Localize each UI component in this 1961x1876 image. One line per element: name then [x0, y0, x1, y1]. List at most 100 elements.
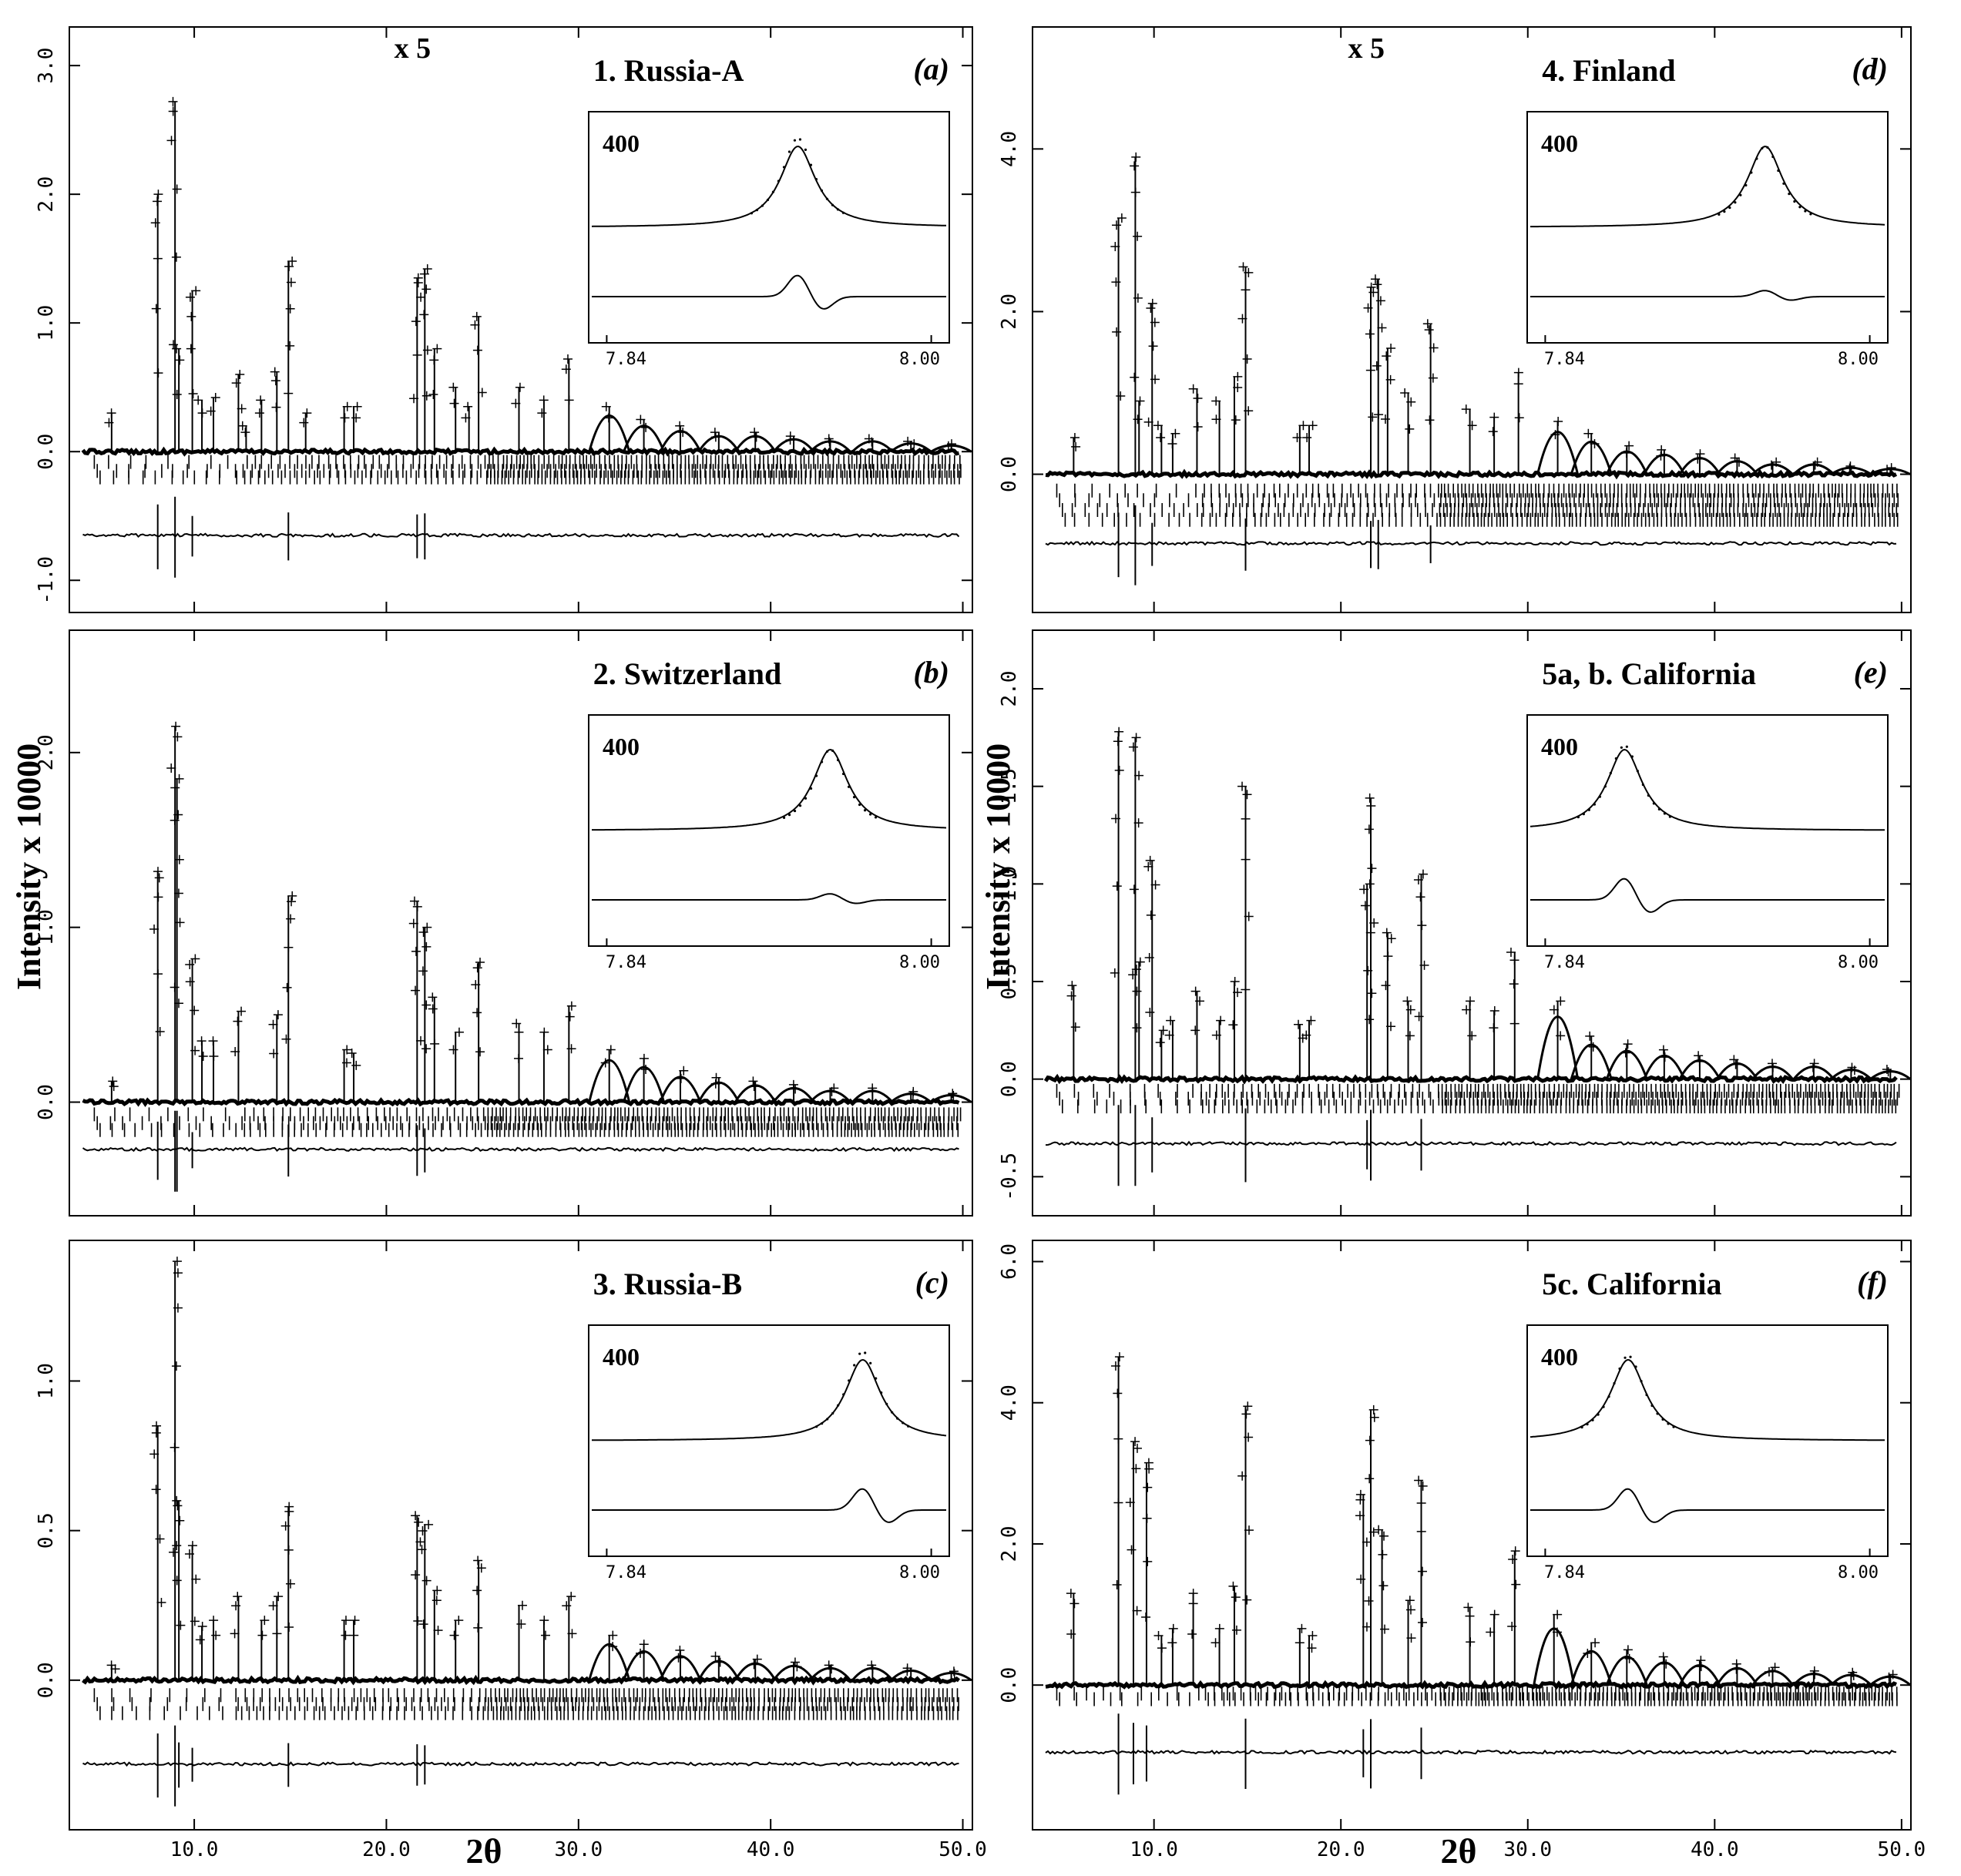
observed-point: [151, 1485, 161, 1495]
observed-point: [641, 1065, 651, 1074]
observed-point: [673, 1653, 683, 1663]
observed-point: [1237, 781, 1247, 791]
observed-point: [1230, 977, 1240, 986]
inset-observed-point: [1777, 169, 1780, 173]
observed-point: [419, 269, 429, 279]
observed-point: [186, 311, 196, 321]
observed-point: [1356, 1574, 1366, 1584]
observed-point: [414, 1517, 424, 1527]
panel-title: 3. Russia-B: [593, 1267, 742, 1301]
observed-point: [537, 408, 547, 418]
observed-point: [1133, 414, 1143, 425]
observed-point: [1696, 1662, 1706, 1672]
observed-point: [448, 382, 458, 392]
observed-point: [1188, 1589, 1198, 1599]
observed-point: [1378, 1549, 1388, 1559]
observed-point: [1150, 317, 1160, 327]
observed-point: [432, 1586, 442, 1596]
observed-point: [430, 1039, 440, 1049]
inset-observed-point: [782, 166, 786, 169]
observed-point: [269, 1049, 279, 1059]
inset-observed-point: [1656, 1412, 1659, 1415]
observed-point: [1146, 304, 1156, 314]
observed-point: [342, 401, 352, 411]
observed-point: [1406, 397, 1416, 407]
observed-point: [827, 1086, 837, 1096]
observed-point: [285, 304, 295, 314]
observed-point: [1366, 801, 1376, 810]
observed-point: [1382, 928, 1392, 938]
inset-observed-point: [1586, 1423, 1589, 1426]
observed-point: [1067, 981, 1077, 991]
observed-point: [1188, 1599, 1198, 1609]
observed-point: [342, 1045, 352, 1055]
y-tick-label: 1.5: [998, 768, 1021, 804]
observed-point: [411, 1511, 421, 1521]
observed-point: [408, 918, 418, 928]
observed-point: [472, 1008, 482, 1018]
observed-point: [153, 368, 163, 378]
observed-point: [792, 1662, 802, 1672]
inset-observed-point: [852, 796, 856, 799]
observed-point: [1231, 1592, 1241, 1602]
observed-point: [477, 388, 487, 398]
observed-point: [413, 277, 423, 287]
y-tick-label: 0.0: [35, 434, 58, 470]
inset-observed-point: [1634, 1365, 1637, 1368]
observed-point: [606, 1045, 616, 1055]
inset-observed-point: [858, 803, 861, 807]
observed-point: [411, 317, 421, 327]
observed-point: [175, 1515, 185, 1525]
observed-point: [639, 1639, 649, 1649]
observed-point: [173, 888, 183, 898]
observed-point: [1364, 824, 1374, 834]
reflection-ticks: [1064, 512, 1899, 527]
inset-observed-point: [1718, 213, 1721, 216]
inset-observed-point: [814, 774, 818, 777]
inset-calc-profile: [592, 1358, 947, 1441]
y-tick-label: 0.0: [35, 1084, 58, 1120]
observed-point: [471, 980, 481, 990]
observed-point: [209, 1051, 219, 1061]
observed-point: [1730, 453, 1740, 463]
observed-point: [1510, 1546, 1520, 1556]
observed-point: [868, 1086, 878, 1096]
observed-point: [1405, 1031, 1415, 1041]
observed-point: [1770, 1663, 1780, 1673]
observed-point: [198, 1051, 208, 1061]
observed-point: [1415, 892, 1425, 902]
observed-point: [409, 394, 419, 404]
observed-point: [1214, 1623, 1224, 1633]
observed-point: [1307, 1643, 1317, 1653]
reflection-ticks: [99, 1706, 959, 1720]
observed-point: [1166, 1015, 1176, 1025]
observed-point: [1112, 1580, 1122, 1590]
observed-point: [416, 292, 426, 302]
observed-point: [190, 1616, 200, 1626]
inset-observed-point: [787, 150, 791, 153]
observed-point: [154, 873, 164, 883]
observed-point: [751, 432, 761, 442]
observed-point: [539, 1027, 549, 1037]
observed-point: [1550, 430, 1560, 440]
inset-observed-point: [1657, 807, 1660, 811]
observed-point: [909, 439, 919, 449]
observed-point: [274, 1592, 284, 1602]
scale-label: x 5: [1348, 32, 1385, 65]
observed-point: [172, 389, 182, 399]
observed-point: [172, 1495, 182, 1505]
observed-point: [237, 404, 247, 414]
difference-curve: [1045, 1140, 1897, 1146]
observed-point: [710, 432, 720, 442]
difference-curve: [82, 1761, 959, 1767]
difference-curve: [82, 1146, 959, 1153]
panel-e: -0.5 0.0 0.5 1.0 1.5 2.0 5a, b. California (e) 4…: [998, 629, 1912, 1217]
observed-point: [1135, 396, 1145, 406]
observed-point: [191, 1574, 201, 1584]
observed-point: [151, 1428, 161, 1438]
observed-point: [1365, 1474, 1375, 1484]
observed-point: [1237, 1471, 1247, 1481]
observed-point: [287, 891, 297, 901]
observed-point: [1425, 415, 1435, 425]
observed-point: [286, 914, 296, 924]
